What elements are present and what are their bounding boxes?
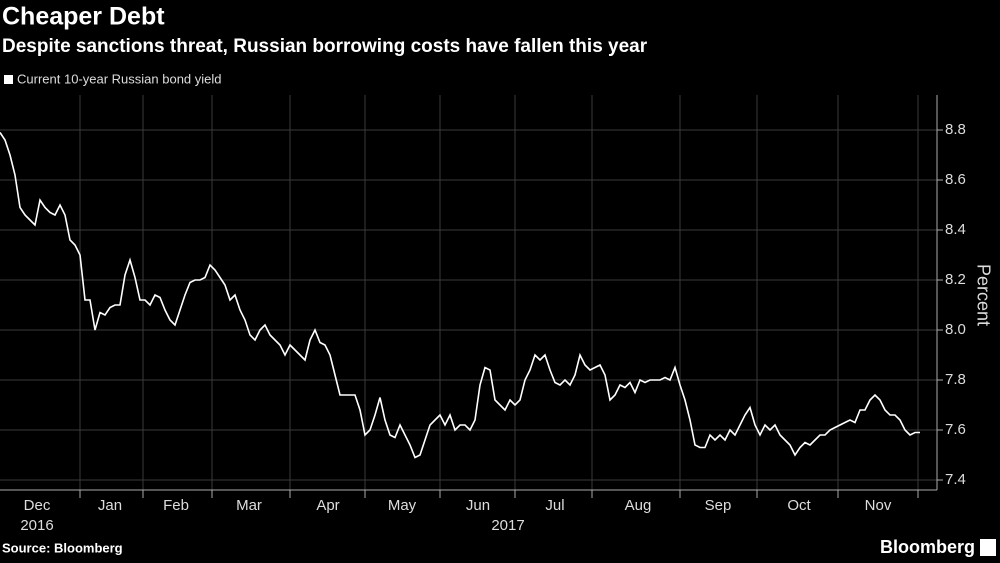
x-tick-label: Mar: [236, 497, 262, 514]
y-tick-label: 7.8: [945, 371, 966, 388]
y-tick-label: 8.8: [945, 121, 966, 138]
x-tick-label: Dec: [24, 497, 51, 514]
brand: Bloomberg: [880, 537, 975, 557]
chart-subtitle: Despite sanctions threat, Russian borrow…: [2, 36, 648, 57]
x-tick-label: Aug: [625, 497, 652, 514]
line-series: [0, 132, 920, 459]
y-tick-label: 7.6: [945, 421, 966, 438]
x-year-label: 2016: [20, 517, 53, 534]
chart-title: Cheaper Debt: [2, 3, 165, 31]
legend-swatch: [4, 75, 13, 84]
y-tick-label: 7.4: [945, 471, 966, 488]
brand-icon: [980, 539, 996, 556]
x-tick-label: Jul: [545, 497, 564, 514]
x-tick-label: Jun: [466, 497, 490, 514]
y-tick-label: 8.4: [945, 221, 966, 238]
y-tick-label: 8.6: [945, 171, 966, 188]
x-tick-label: May: [388, 497, 417, 514]
y-axis-label: Percent: [973, 264, 993, 326]
y-tick-label: 8.2: [945, 271, 966, 288]
x-tick-label: Nov: [865, 497, 892, 514]
x-tick-label: Oct: [787, 497, 811, 514]
x-tick-label: Sep: [705, 497, 732, 514]
x-tick-label: Jan: [98, 497, 122, 514]
source: Source: Bloomberg: [2, 540, 123, 555]
x-year-label: 2017: [491, 517, 524, 534]
y-tick-label: 8.0: [945, 321, 966, 338]
x-tick-label: Feb: [163, 497, 189, 514]
x-tick-label: Apr: [316, 497, 339, 514]
legend-label: Current 10-year Russian bond yield: [17, 71, 222, 86]
